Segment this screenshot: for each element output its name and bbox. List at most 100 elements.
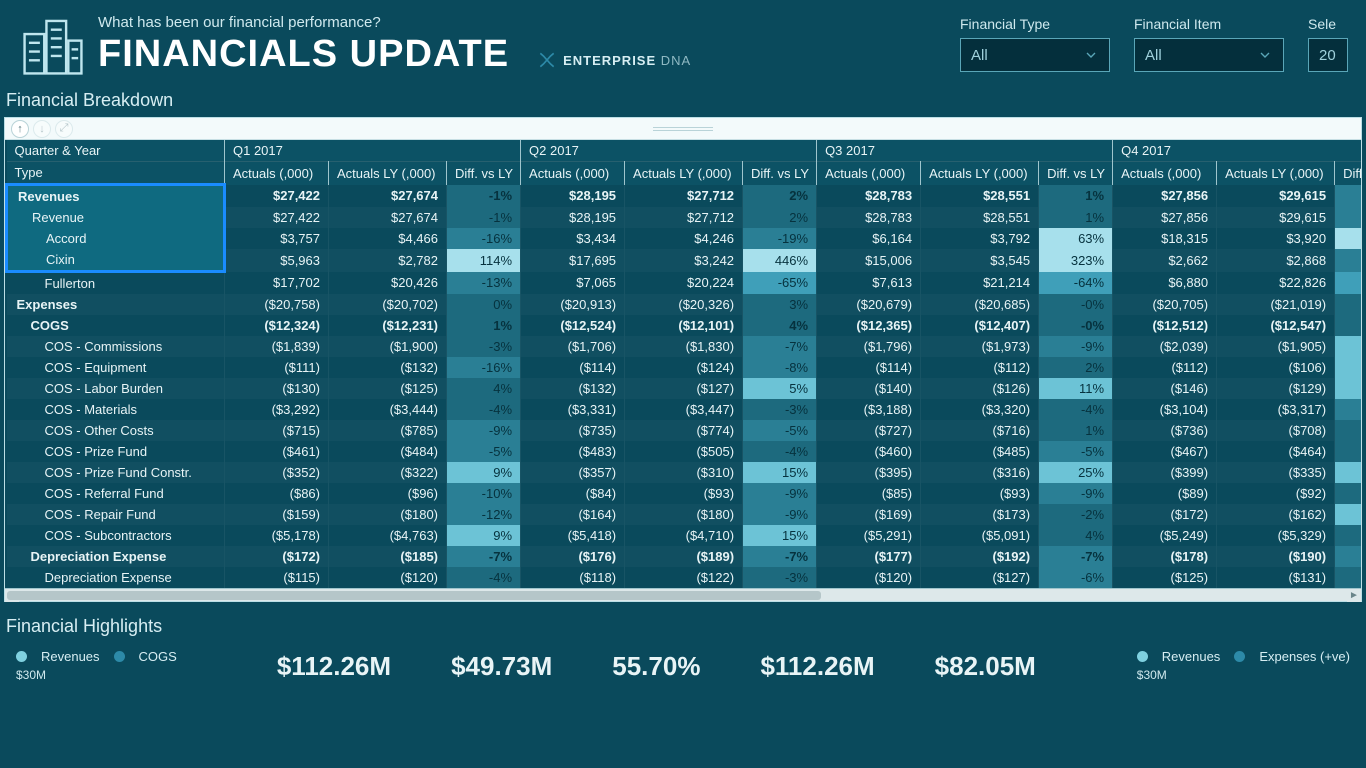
measure-header[interactable]: Actuals LY (,000) — [1217, 162, 1335, 185]
cell: ($126) — [921, 378, 1039, 399]
row-label[interactable]: Revenues — [7, 185, 225, 208]
measure-header[interactable]: Actuals (,000) — [817, 162, 921, 185]
table-row[interactable]: COS - Other Costs($715)($785)-9%($735)($… — [7, 420, 1362, 441]
buildings-icon — [18, 10, 88, 80]
table-row[interactable]: COS - Subcontractors($5,178)($4,763)9%($… — [7, 525, 1362, 546]
cell: 19% — [1335, 462, 1361, 483]
row-label[interactable]: Depreciation Expense — [7, 567, 225, 588]
table-row[interactable]: COS - Commissions($1,839)($1,900)-3%($1,… — [7, 336, 1362, 357]
cell: ($20,702) — [329, 294, 447, 315]
drill-down-button[interactable]: ↓ — [33, 120, 51, 138]
cell: -6% — [1335, 185, 1361, 208]
table-row[interactable]: COS - Materials($3,292)($3,444)-4%($3,33… — [7, 399, 1362, 420]
measure-header[interactable]: Diff. vs LY — [743, 162, 817, 185]
table-row[interactable]: Revenues$27,422$27,674-1%$28,195$27,7122… — [7, 185, 1362, 208]
row-label[interactable]: Fullerton — [7, 272, 225, 295]
table-row[interactable]: Fullerton$17,702$20,426-13%$7,065$20,224… — [7, 272, 1362, 295]
table-row[interactable]: Cixin$5,963$2,782114%$17,695$3,242446%$1… — [7, 249, 1362, 272]
row-label[interactable]: Depreciation Expense — [7, 546, 225, 567]
page-title: FINANCIALS UPDATE — [98, 33, 509, 76]
table-row[interactable]: Revenue$27,422$27,674-1%$28,195$27,7122%… — [7, 207, 1362, 228]
horizontal-scrollbar[interactable]: ◄ ► — [5, 588, 1361, 601]
financial-item-select[interactable]: All — [1134, 38, 1284, 72]
table-row[interactable]: Accord$3,757$4,466-16%$3,434$4,246-19%$6… — [7, 228, 1362, 249]
measure-header[interactable]: Actuals (,000) — [521, 162, 625, 185]
cell: ($124) — [625, 357, 743, 378]
cell: 15% — [743, 525, 817, 546]
measure-header[interactable]: Diff. vs LY — [1039, 162, 1113, 185]
table-row[interactable]: COGS($12,324)($12,231)1%($12,524)($12,10… — [7, 315, 1362, 336]
row-label[interactable]: COS - Other Costs — [7, 420, 225, 441]
cell: ($12,524) — [521, 315, 625, 336]
cell: ($1,796) — [817, 336, 921, 357]
cell: 3% — [743, 294, 817, 315]
year-select[interactable]: 20 — [1308, 38, 1348, 72]
financial-matrix[interactable]: Quarter & YearQ1 2017Q2 2017Q3 2017Q4 20… — [5, 140, 1361, 588]
row-label[interactable]: Revenue — [7, 207, 225, 228]
row-label[interactable]: COS - Prize Fund Constr. — [7, 462, 225, 483]
cell: $17,695 — [521, 249, 625, 272]
measure-header[interactable]: Actuals LY (,000) — [625, 162, 743, 185]
table-row[interactable]: Expenses($20,758)($20,702)0%($20,913)($2… — [7, 294, 1362, 315]
table-row[interactable]: Depreciation Expense($115)($120)-4%($118… — [7, 567, 1362, 588]
row-label[interactable]: COS - Equipment — [7, 357, 225, 378]
cell: $20,426 — [329, 272, 447, 295]
period-header[interactable]: Q4 2017 — [1113, 140, 1361, 162]
measure-header[interactable]: Actuals (,000) — [1113, 162, 1217, 185]
cell: $29,615 — [1217, 207, 1335, 228]
row-label[interactable]: COS - Commissions — [7, 336, 225, 357]
drag-grip-icon[interactable] — [653, 127, 713, 131]
cell: ($5,249) — [1113, 525, 1217, 546]
cell: -65% — [743, 272, 817, 295]
period-header[interactable]: Q1 2017 — [225, 140, 521, 162]
table-row[interactable]: COS - Prize Fund($461)($484)-5%($483)($5… — [7, 441, 1362, 462]
row-label[interactable]: Accord — [7, 228, 225, 249]
table-row[interactable]: COS - Repair Fund($159)($180)-12%($164)(… — [7, 504, 1362, 525]
period-header[interactable]: Q3 2017 — [817, 140, 1113, 162]
corner-header[interactable]: Type — [7, 162, 225, 185]
table-row[interactable]: Depreciation Expense($172)($185)-7%($176… — [7, 546, 1362, 567]
legend-dot-icon — [16, 651, 27, 662]
scroll-right-icon[interactable]: ► — [1347, 589, 1361, 602]
cell: 15% — [743, 462, 817, 483]
table-row[interactable]: COS - Prize Fund Constr.($352)($322)9%($… — [7, 462, 1362, 483]
page-subtitle: What has been our financial performance? — [98, 14, 509, 31]
row-label[interactable]: COGS — [7, 315, 225, 336]
row-label[interactable]: COS - Labor Burden — [7, 378, 225, 399]
row-label[interactable]: Cixin — [7, 249, 225, 272]
financial-type-select[interactable]: All — [960, 38, 1110, 72]
cell: ($120) — [329, 567, 447, 588]
measure-header[interactable]: Actuals (,000) — [225, 162, 329, 185]
cell: ($114) — [521, 357, 625, 378]
measure-header[interactable]: Actuals LY (,000) — [329, 162, 447, 185]
cell: ($399) — [1113, 462, 1217, 483]
measure-header[interactable]: Diff. vs LY — [447, 162, 521, 185]
cell: -5% — [447, 441, 521, 462]
table-row[interactable]: COS - Labor Burden($130)($125)4%($132)($… — [7, 378, 1362, 399]
title-block: What has been our financial performance?… — [98, 14, 509, 76]
row-label[interactable]: COS - Materials — [7, 399, 225, 420]
row-label[interactable]: COS - Prize Fund — [7, 441, 225, 462]
cell: $27,422 — [225, 207, 329, 228]
expand-all-button[interactable]: ⤢ — [55, 120, 73, 138]
drill-up-button[interactable]: ↑ — [11, 120, 29, 138]
measure-header[interactable]: Diff. vs LY — [1335, 162, 1361, 185]
scrollbar-thumb[interactable] — [7, 591, 821, 600]
cell: ($20,685) — [921, 294, 1039, 315]
cell: ($12,101) — [625, 315, 743, 336]
row-label[interactable]: COS - Repair Fund — [7, 504, 225, 525]
table-row[interactable]: COS - Equipment($111)($132)-16%($114)($1… — [7, 357, 1362, 378]
measure-header[interactable]: Actuals LY (,000) — [921, 162, 1039, 185]
corner-header[interactable]: Quarter & Year — [7, 140, 225, 162]
cell: ($180) — [625, 504, 743, 525]
cell: ($1,706) — [521, 336, 625, 357]
period-header[interactable]: Q2 2017 — [521, 140, 817, 162]
row-label[interactable]: COS - Subcontractors — [7, 525, 225, 546]
cell: ($467) — [1113, 441, 1217, 462]
cell: ($112) — [1113, 357, 1217, 378]
cell: -9% — [1039, 483, 1113, 504]
cell: ($92) — [1217, 483, 1335, 504]
row-label[interactable]: Expenses — [7, 294, 225, 315]
table-row[interactable]: COS - Referral Fund($86)($96)-10%($84)($… — [7, 483, 1362, 504]
row-label[interactable]: COS - Referral Fund — [7, 483, 225, 504]
